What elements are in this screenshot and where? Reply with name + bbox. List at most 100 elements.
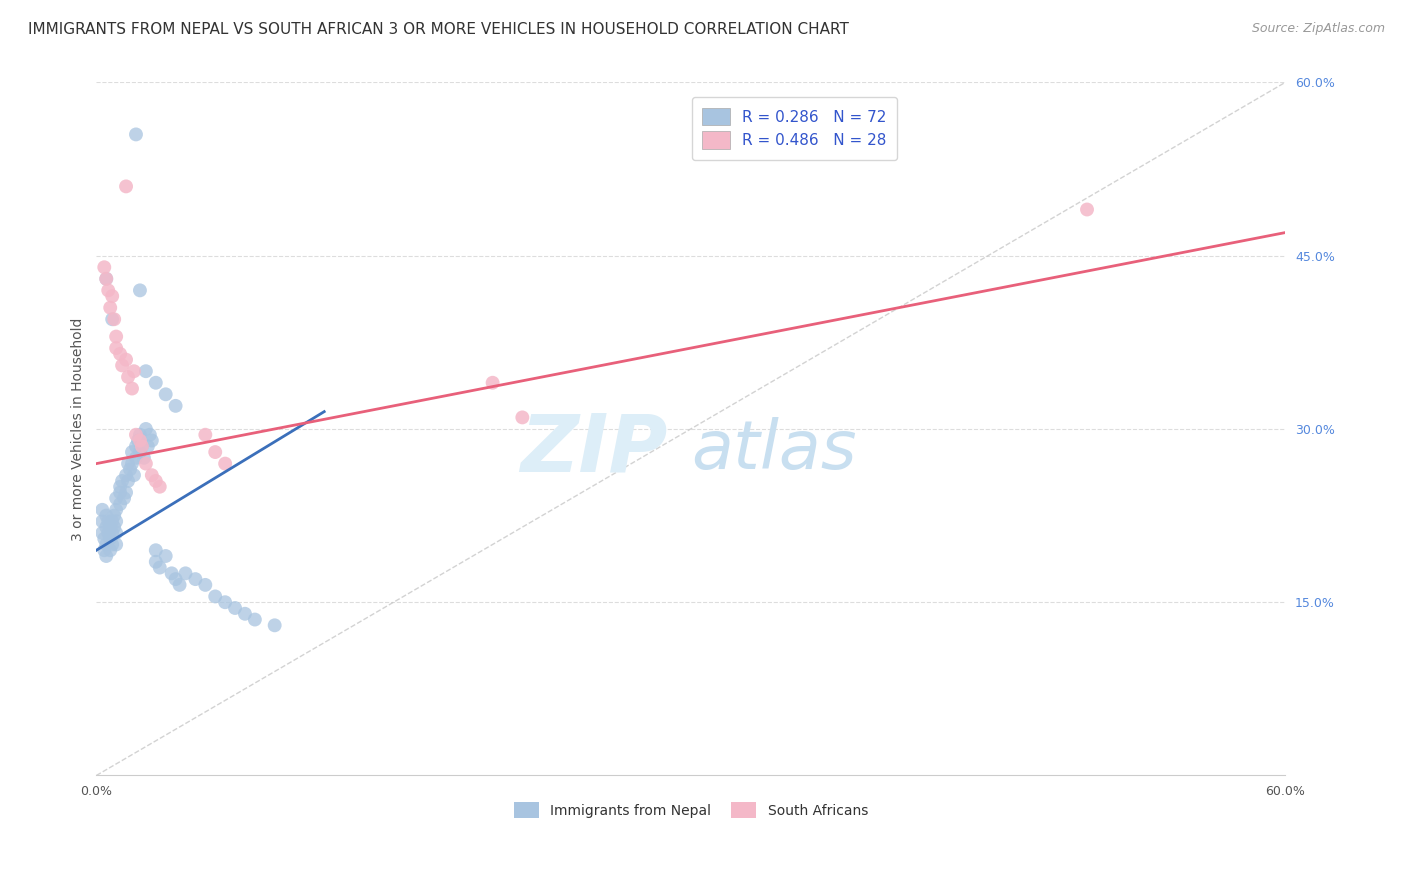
Point [129,427,152,442]
Point [115,352,138,367]
Point [93,260,115,275]
Point [121,457,143,471]
Point [214,595,236,609]
Point [105,525,128,540]
Point [105,503,128,517]
Point [122,468,145,483]
Point [117,474,139,488]
Point [91,525,114,540]
Text: Source: ZipAtlas.com: Source: ZipAtlas.com [1251,22,1385,36]
Point [125,128,148,142]
Point [103,508,125,523]
Point [160,566,183,581]
Point [98,520,121,534]
Point [136,439,159,453]
Point [97,284,120,298]
Point [122,364,145,378]
Point [263,618,285,632]
Point [512,410,534,425]
Point [101,514,124,528]
Point [96,272,118,286]
Point [204,590,226,604]
Point [97,525,120,540]
Legend: Immigrants from Nepal, South Africans: Immigrants from Nepal, South Africans [508,797,873,824]
Point [108,480,131,494]
Point [129,434,152,448]
Point [96,508,118,523]
Point [117,457,139,471]
Point [139,427,162,442]
Point [93,543,115,558]
Point [132,450,155,465]
Point [233,607,256,621]
Point [165,399,187,413]
Point [204,445,226,459]
Point [125,450,148,465]
Point [243,613,266,627]
Point [98,543,121,558]
Point [149,480,172,494]
Point [101,312,124,326]
Point [101,525,124,540]
Point [155,549,177,563]
Point [108,497,131,511]
Point [149,560,172,574]
Text: ZIP: ZIP [520,410,666,489]
Point [145,543,167,558]
Point [96,272,118,286]
Point [105,329,128,343]
Point [174,566,197,581]
Point [103,312,125,326]
Point [91,514,114,528]
Point [129,284,152,298]
Point [105,514,128,528]
Point [118,462,141,476]
Point [105,537,128,551]
Point [117,370,139,384]
Point [184,572,207,586]
Point [111,359,134,373]
Point [96,549,118,563]
Point [165,572,187,586]
Point [111,474,134,488]
Point [96,520,118,534]
Point [155,387,177,401]
Point [129,445,152,459]
Point [169,578,191,592]
Point [135,364,157,378]
Point [131,439,153,453]
Point [101,289,124,303]
Point [103,520,125,534]
Point [98,301,121,315]
Point [112,491,135,506]
Point [105,491,128,506]
Point [121,445,143,459]
Point [1076,202,1098,217]
Point [145,555,167,569]
Point [145,474,167,488]
Text: atlas: atlas [690,417,856,483]
Point [115,485,138,500]
Point [93,532,115,546]
Point [96,537,118,551]
Text: IMMIGRANTS FROM NEPAL VS SOUTH AFRICAN 3 OR MORE VEHICLES IN HOUSEHOLD CORRELATI: IMMIGRANTS FROM NEPAL VS SOUTH AFRICAN 3… [28,22,849,37]
Point [141,468,163,483]
Point [135,422,157,436]
Point [125,427,148,442]
Y-axis label: 3 or more Vehicles in Household: 3 or more Vehicles in Household [72,318,86,541]
Point [115,179,138,194]
Point [131,439,153,453]
Point [108,485,131,500]
Point [121,382,143,396]
Point [224,601,246,615]
Point [194,578,217,592]
Point [141,434,163,448]
Point [91,503,114,517]
Point [127,434,149,448]
Point [125,439,148,453]
Point [105,341,128,355]
Point [97,514,120,528]
Point [481,376,503,390]
Point [115,468,138,483]
Point [108,347,131,361]
